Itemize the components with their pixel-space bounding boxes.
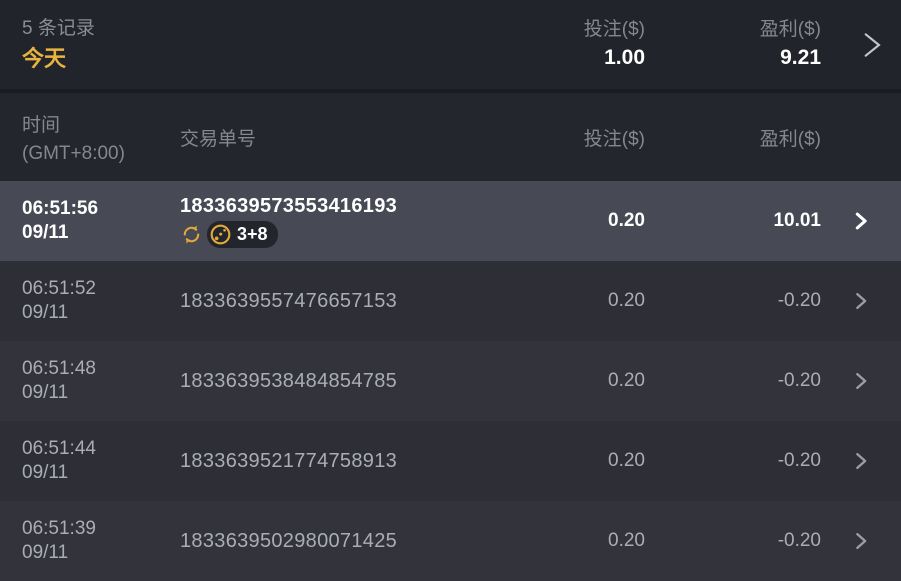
txn-cell: 1833639557476657153 xyxy=(178,290,495,313)
time-value: 06:51:39 xyxy=(22,518,96,539)
summary-profit-value: 9.21 xyxy=(780,46,821,69)
game-badge-label: 3+8 xyxy=(237,224,268,244)
txn-number: 1833639557476657153 xyxy=(180,289,398,312)
dice-icon xyxy=(210,224,231,245)
record-row[interactable]: 06:51:56 09/11 1833639573553416193 xyxy=(0,181,901,261)
row-detail-button[interactable] xyxy=(821,450,901,472)
chevron-right-icon xyxy=(856,532,867,550)
summary-expand-button[interactable] xyxy=(821,29,901,61)
txn-number: 1833639521774758913 xyxy=(180,449,398,472)
row-detail-button[interactable] xyxy=(821,370,901,392)
chevron-right-icon xyxy=(856,292,867,310)
txn-cell: 1833639502980071425 xyxy=(178,530,495,553)
time-cell: 06:51:39 09/11 xyxy=(0,517,178,565)
time-cell: 06:51:44 09/11 xyxy=(0,437,178,485)
record-row[interactable]: 06:51:52 09/11 1833639557476657153 xyxy=(0,261,901,341)
txn-number: 1833639538484854785 xyxy=(180,369,398,392)
profit-cell: 10.01 xyxy=(773,210,821,231)
summary-profit: 盈利($) 9.21 xyxy=(645,18,821,71)
summary-left: 5 条记录 今天 xyxy=(0,17,495,73)
bet-cell: 0.20 xyxy=(608,290,645,311)
time-value: 06:51:48 xyxy=(22,358,96,379)
refresh-icon xyxy=(180,223,203,246)
record-row[interactable]: 06:51:44 09/11 1833639521774758913 xyxy=(0,421,901,501)
record-row[interactable]: 06:51:39 09/11 1833639502980071425 xyxy=(0,501,901,581)
txn-extras: 3+8 xyxy=(180,221,495,248)
profit-cell: -0.20 xyxy=(777,450,821,471)
column-header-time: 时间 (GMT+8:00) xyxy=(0,110,178,165)
bet-cell: 0.20 xyxy=(608,370,645,391)
column-header-profit: 盈利($) xyxy=(759,128,821,150)
time-cell: 06:51:52 09/11 xyxy=(0,277,178,325)
chevron-right-icon xyxy=(856,372,867,390)
chevron-right-icon xyxy=(856,452,867,470)
date-value: 09/11 xyxy=(22,222,69,243)
records-list: 06:51:56 09/11 1833639573553416193 xyxy=(0,181,901,581)
bet-cell: 0.20 xyxy=(608,530,645,551)
record-count: 5 条记录 xyxy=(22,17,95,39)
row-detail-button[interactable] xyxy=(821,530,901,552)
row-detail-button[interactable] xyxy=(821,210,901,232)
date-value: 09/11 xyxy=(22,542,69,563)
time-value: 06:51:52 xyxy=(22,278,96,299)
profit-cell: -0.20 xyxy=(777,370,821,391)
txn-number: 1833639502980071425 xyxy=(180,529,398,552)
column-header-bet: 投注($) xyxy=(583,128,645,150)
summary-bet: 投注($) 1.00 xyxy=(495,18,645,71)
txn-number: 1833639573553416193 xyxy=(180,194,398,217)
record-row[interactable]: 06:51:48 09/11 1833639538484854785 xyxy=(0,341,901,421)
txn-cell: 1833639573553416193 xyxy=(178,195,495,248)
bet-cell: 0.20 xyxy=(608,450,645,471)
summary-profit-label: 盈利($) xyxy=(759,19,821,40)
chevron-right-icon xyxy=(855,212,867,230)
time-value: 06:51:44 xyxy=(22,438,96,459)
table-header: 时间 (GMT+8:00) 交易单号 投注($) 盈利($) xyxy=(0,93,901,181)
time-cell: 06:51:56 09/11 xyxy=(0,197,178,245)
period-label: 今天 xyxy=(22,45,67,71)
bet-cell: 0.20 xyxy=(608,210,645,231)
txn-cell: 1833639521774758913 xyxy=(178,450,495,473)
profit-cell: -0.20 xyxy=(777,290,821,311)
summary-header: 5 条记录 今天 投注($) 1.00 盈利($) 9.21 xyxy=(0,0,901,93)
date-value: 09/11 xyxy=(22,382,69,403)
profit-cell: -0.20 xyxy=(777,530,821,551)
time-header-line2: (GMT+8:00) xyxy=(22,142,125,164)
time-value: 06:51:56 xyxy=(22,198,99,219)
row-detail-button[interactable] xyxy=(821,290,901,312)
summary-bet-label: 投注($) xyxy=(583,19,645,40)
column-header-txn: 交易单号 xyxy=(180,128,257,150)
time-cell: 06:51:48 09/11 xyxy=(0,357,178,405)
game-badge: 3+8 xyxy=(207,221,278,248)
txn-cell: 1833639538484854785 xyxy=(178,370,495,393)
time-header-line1: 时间 xyxy=(22,114,61,136)
date-value: 09/11 xyxy=(22,462,69,483)
date-value: 09/11 xyxy=(22,302,69,323)
chevron-right-icon xyxy=(864,32,881,57)
summary-bet-value: 1.00 xyxy=(604,46,645,69)
